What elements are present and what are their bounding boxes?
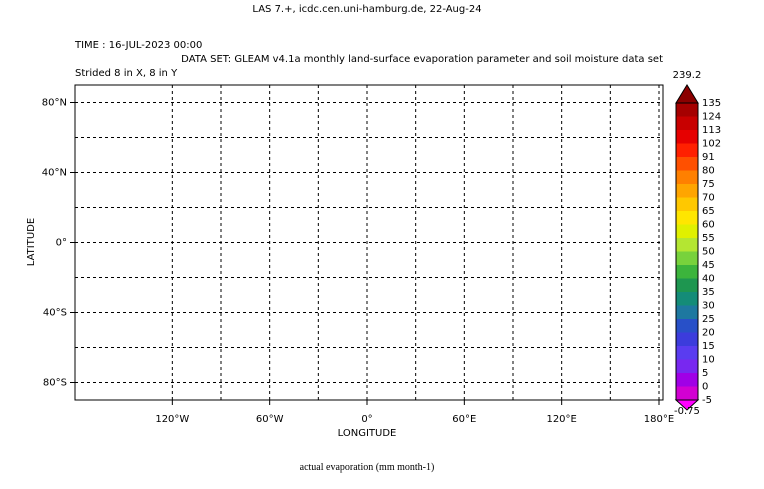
colorbar-label: 80	[702, 166, 715, 177]
colorbar-label: -5	[702, 395, 712, 406]
stride-label: Strided 8 in X, 8 in Y	[75, 68, 178, 79]
colorbar-label: 91	[702, 152, 715, 163]
colorbar-band	[676, 319, 698, 333]
x-axis-label: LONGITUDE	[338, 428, 397, 439]
colorbar-band	[676, 116, 698, 130]
x-tick-label: 180°E	[644, 414, 674, 425]
x-tick-label: 60°E	[452, 414, 476, 425]
colorbar-label: 45	[702, 260, 715, 271]
y-tick-label: 40°S	[43, 308, 67, 319]
colorbar-label: 75	[702, 179, 715, 190]
colorbar-band	[676, 386, 698, 400]
colorbar-band	[676, 211, 698, 225]
colorbar-label: 5	[702, 368, 708, 379]
colorbar-band	[676, 130, 698, 144]
x-tick-label: 120°W	[155, 414, 189, 425]
colorbar-label: 35	[702, 287, 715, 298]
colorbar-band	[676, 143, 698, 157]
colorbar-label: 25	[702, 314, 715, 325]
x-tick-label: 120°E	[546, 414, 576, 425]
colorbar-band	[676, 278, 698, 292]
x-tick-label: 60°W	[256, 414, 284, 425]
colorbar-min-label: -0.75	[674, 406, 700, 417]
colorbar-label: 135	[702, 98, 721, 109]
colorbar-band	[676, 103, 698, 117]
colorbar-label: 65	[702, 206, 715, 217]
colorbar-label: 113	[702, 125, 721, 136]
colorbar-band	[676, 238, 698, 252]
colorbar-band	[676, 157, 698, 171]
y-tick-label: 80°N	[42, 98, 67, 109]
colorbar-band	[676, 359, 698, 373]
colorbar-max-label: 239.2	[673, 70, 702, 81]
y-tick-label: 80°S	[43, 378, 67, 389]
colorbar-band	[676, 197, 698, 211]
colorbar-band	[676, 170, 698, 184]
colorbar-label: 20	[702, 328, 715, 339]
colorbar-band	[676, 373, 698, 387]
colorbar-label: 30	[702, 301, 715, 312]
colorbar-label: 55	[702, 233, 715, 244]
y-tick-label: 0°	[56, 238, 67, 249]
colorbar-label: 10	[702, 355, 715, 366]
colorbar-band	[676, 346, 698, 360]
colorbar-label: 15	[702, 341, 715, 352]
colorbar-max-triangle	[675, 84, 699, 104]
dataset-label: DATA SET: GLEAM v4.1a monthly land-surfa…	[181, 54, 663, 65]
colorbar-band	[676, 292, 698, 306]
colorbar-band	[676, 305, 698, 319]
colorbar-label: 70	[702, 193, 715, 204]
time-label: TIME : 16-JUL-2023 00:00	[74, 40, 202, 51]
y-tick-label: 40°N	[42, 168, 67, 179]
plot-title: actual evaporation (mm month-1)	[300, 462, 435, 473]
colorbar-band	[676, 184, 698, 198]
colorbar-label: 40	[702, 274, 715, 285]
colorbar-band	[676, 265, 698, 279]
colorbar-label: 124	[702, 112, 721, 123]
x-tick-label: 0°	[361, 414, 372, 425]
header-title: LAS 7.+, icdc.cen.uni-hamburg.de, 22-Aug…	[252, 4, 481, 15]
y-axis-label: LATITUDE	[26, 218, 37, 266]
colorbar-band	[676, 251, 698, 265]
colorbar-frame	[675, 102, 699, 401]
colorbar-label: 102	[702, 139, 721, 150]
colorbar-label: 60	[702, 220, 715, 231]
colorbar-band	[676, 224, 698, 238]
colorbar-label: 50	[702, 247, 715, 258]
colorbar-band	[676, 332, 698, 346]
colorbar-label: 0	[702, 382, 708, 393]
